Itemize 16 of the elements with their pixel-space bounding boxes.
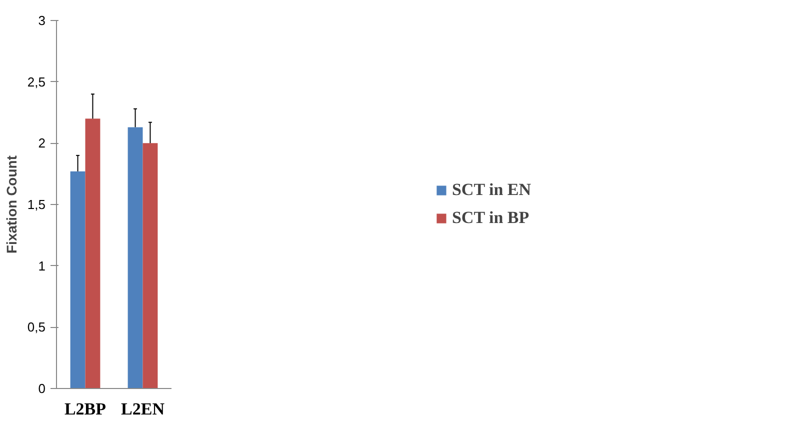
y-tick-label: 0,5 bbox=[27, 320, 46, 335]
legend-label: SCT in BP bbox=[452, 208, 530, 228]
y-tick-label: 0 bbox=[38, 381, 46, 396]
y-tick-label: 1 bbox=[38, 258, 46, 274]
legend-label: SCT in EN bbox=[452, 180, 532, 200]
x-tick-label: L2BP bbox=[64, 400, 106, 418]
y-axis-title: Fixation Count bbox=[3, 155, 20, 254]
y-tick-label: 3 bbox=[38, 13, 46, 28]
y-tick-label: 2 bbox=[38, 136, 46, 151]
bar bbox=[70, 171, 86, 388]
y-tick-label: 1,5 bbox=[27, 197, 46, 212]
x-tick-label: L2EN bbox=[121, 400, 166, 418]
bar bbox=[85, 118, 100, 388]
y-tick-label: 2,5 bbox=[27, 74, 46, 90]
bar bbox=[142, 143, 158, 388]
bar bbox=[128, 127, 143, 388]
